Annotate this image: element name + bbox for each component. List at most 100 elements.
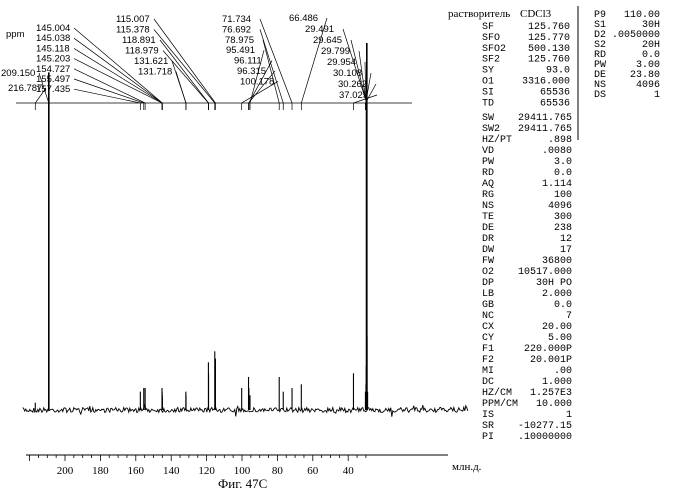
peak-label-115.007: 115.007 xyxy=(116,14,150,25)
param2-key-lb: LB xyxy=(482,289,494,300)
param1-value: 93.0 xyxy=(546,66,570,77)
param2-key-hzcm: HZ/CM xyxy=(482,387,512,399)
param1-key-sfo: SFO xyxy=(482,33,500,44)
param2-value: 2.000 xyxy=(542,289,572,300)
param2-value: 0.0 xyxy=(554,168,572,179)
param2-key-rg: RG xyxy=(482,190,494,201)
param2-key-gb: GB xyxy=(482,300,494,311)
peak-label-29.954: 29.954 xyxy=(327,57,356,68)
param2-value: 10517.000 xyxy=(518,267,572,278)
param1-key-o1: O1 xyxy=(482,77,494,88)
leader-157.435 xyxy=(74,89,140,110)
param1-key-sfo2: SFO2 xyxy=(482,44,506,55)
param2-value: 5.00 xyxy=(548,333,572,344)
peak-label-154.727: 154.727 xyxy=(36,64,70,75)
param2-value: .00 xyxy=(554,366,572,377)
param2-value: 4096 xyxy=(548,201,572,212)
peak-label-95.491: 95.491 xyxy=(226,45,255,56)
peak-label-29.645: 29.645 xyxy=(313,35,342,46)
param2-value: 20.00 xyxy=(542,322,572,333)
param2-value: 30H PO xyxy=(536,278,572,289)
param2-key-fw: FW xyxy=(482,256,494,267)
peak-label-118.891: 118.891 xyxy=(122,35,156,46)
param2-key-cy: CY xyxy=(482,333,494,344)
param2-key-de: DE xyxy=(482,223,494,234)
param2-value: 3.0 xyxy=(554,157,572,168)
param2-value: 1.000 xyxy=(542,377,572,388)
param1-value: 65536 xyxy=(540,98,570,109)
param2-value: 17 xyxy=(560,245,572,256)
peak-label-37.025: 37.025 xyxy=(339,90,368,101)
peak-label-145.118: 145.118 xyxy=(36,43,70,54)
x-axis: 200180160140120100806040 xyxy=(26,455,448,477)
acquisition-parameters: SF125.760SFO125.770SFO2500.130SF2125.760… xyxy=(482,10,660,443)
param2-value: 1.114 xyxy=(542,179,572,190)
param2-key-dw: DW xyxy=(482,245,494,256)
x-tick-label-180: 180 xyxy=(92,465,109,477)
param2-key-ppmcm: PPM/CM xyxy=(482,398,518,410)
param2-key-rd: RD xyxy=(482,168,494,179)
param2-value: 1.257E3 xyxy=(530,388,572,399)
param2-key-dr: DR xyxy=(482,234,494,245)
leader-155.497 xyxy=(74,79,144,110)
peak-label-66.486: 66.486 xyxy=(289,13,318,24)
param2-value: 238 xyxy=(554,223,572,234)
param2-key-o2: O2 xyxy=(482,267,494,278)
param2-key-nc: NC xyxy=(482,311,494,322)
peak-label-209.150: 209.150 xyxy=(1,68,35,79)
peak-label-29.799: 29.799 xyxy=(321,46,350,57)
param2-value: 12 xyxy=(560,234,572,245)
peak-label-155.497: 155.497 xyxy=(36,74,70,85)
x-tick-label-160: 160 xyxy=(128,465,145,477)
param2-key-sw2: SW2 xyxy=(482,124,500,135)
peak-label-131.718: 131.718 xyxy=(138,67,172,78)
peak-label-145.038: 145.038 xyxy=(36,33,70,44)
peak-label-96.315: 96.315 xyxy=(237,66,266,77)
param2-key-f1: F1 xyxy=(482,344,494,355)
spectrum-trace xyxy=(23,43,468,417)
param2-key-vd: VD xyxy=(482,146,494,157)
param2-key-f2: F2 xyxy=(482,355,494,366)
param2-key-te: TE xyxy=(482,212,494,223)
peak-label-30.108: 30.108 xyxy=(333,68,362,79)
peak-label-145.004: 145.004 xyxy=(36,23,70,34)
x-tick-label-60: 60 xyxy=(307,465,319,477)
param2-value: .898 xyxy=(548,135,572,146)
param2-key-mi: MI xyxy=(482,366,494,377)
param2-key-pi: PI xyxy=(482,432,494,443)
param2-key-aq: AQ xyxy=(482,179,494,190)
param1-key-si: SI xyxy=(482,87,494,98)
param1-key-sf2: SF2 xyxy=(482,55,500,66)
ppm-label: ppm xyxy=(6,29,25,40)
peak-label-30.262: 30.262 xyxy=(338,79,367,90)
baseline-noise xyxy=(23,404,468,417)
peak-label-115.378: 115.378 xyxy=(116,25,150,36)
param3-key-ds: DS xyxy=(594,90,606,101)
param1-key-sf: SF xyxy=(482,22,494,33)
peak-label-76.692: 76.692 xyxy=(222,24,251,35)
param2-key-cx: CX xyxy=(482,322,494,333)
param2-value: 7 xyxy=(566,311,572,322)
param2-key-pw: PW xyxy=(482,157,494,168)
param2-value: 220.000P xyxy=(524,344,572,355)
peak-label-145.203: 145.203 xyxy=(36,54,70,65)
param1-value: 125.760 xyxy=(528,55,570,66)
param2-value: 1 xyxy=(566,410,572,421)
param2-value: .0080 xyxy=(542,146,572,157)
param1-value: 3316.000 xyxy=(522,77,570,88)
solvent-value: CDCl3 xyxy=(520,8,552,20)
param2-key-dp: DP xyxy=(482,278,494,289)
param2-value: -10277.15 xyxy=(518,421,572,432)
param1-key-sy: SY xyxy=(482,66,494,77)
param1-value: 65536 xyxy=(540,87,570,98)
x-tick-label-80: 80 xyxy=(272,465,284,477)
param2-key-ns: NS xyxy=(482,201,494,212)
peak-label-157.435: 157.435 xyxy=(36,84,70,95)
param2-value: 29411.765 xyxy=(518,124,572,135)
solvent-label: растворитель xyxy=(448,8,510,20)
param1-value: 500.130 xyxy=(528,44,570,55)
x-axis-unit: млн.д. xyxy=(452,461,482,473)
peak-label-71.734: 71.734 xyxy=(222,14,251,25)
param2-value: 100 xyxy=(554,190,572,201)
